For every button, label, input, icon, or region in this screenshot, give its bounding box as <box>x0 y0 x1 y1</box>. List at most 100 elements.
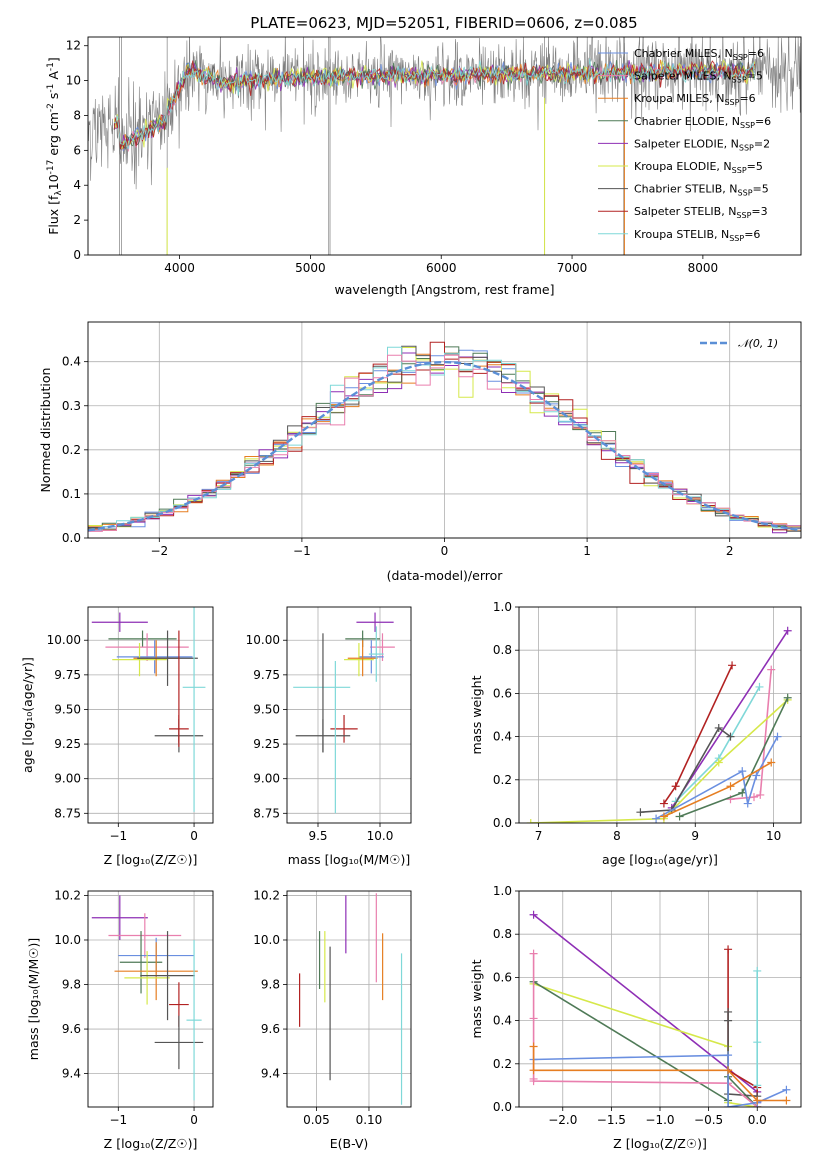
x-tick-label: −1 <box>293 544 311 558</box>
y-tick-label: 10 <box>66 74 81 88</box>
weight-marker <box>753 1081 762 1090</box>
x-tick-label: 9.5 <box>308 829 327 843</box>
weight-line-4 <box>727 1012 758 1097</box>
x-axis-label: age [log₁₀(age/yr)] <box>602 852 718 867</box>
axes-frame <box>518 606 802 824</box>
x-tick-label: −1.0 <box>645 1113 674 1127</box>
weight-marker <box>738 788 747 797</box>
plot-area <box>88 37 801 255</box>
y-tick-label: 0.0 <box>493 816 512 830</box>
legend-entry-4: Salpeter ELODIE, NSSP=2 <box>634 137 770 152</box>
x-tick-label: −1 <box>109 1113 127 1127</box>
weight-line-4 <box>530 699 789 823</box>
weight-marker <box>675 812 684 821</box>
weight-line-6 <box>640 726 731 813</box>
legend-sub: SSP <box>739 143 754 152</box>
age-vs-metallicity-panel: −1 0 8.75 9.00 9.25 9.50 9.75 10.00 Z [log₁₀(Z/Z… <box>20 606 214 867</box>
gaussian-legend-label: 𝒩(0, 1) <box>738 337 778 350</box>
y-tick-label: 9.25 <box>54 737 81 751</box>
weight-marker <box>782 1085 791 1094</box>
y-tick-label: 9.75 <box>253 668 280 682</box>
x-tick-label: 0.10 <box>356 1113 383 1127</box>
legend-sub: SSP <box>732 76 747 85</box>
plot-area <box>88 341 801 534</box>
legend-entry-5: Kroupa ELODIE, NSSP=5 <box>634 160 763 175</box>
legend-text: Salpeter MILES, N <box>634 70 732 83</box>
weight-marker <box>753 966 762 975</box>
y-label-part: ] <box>46 57 61 62</box>
weight-marker <box>652 814 661 823</box>
weight-marker <box>773 732 782 741</box>
y-tick-label: 10.00 <box>47 633 81 647</box>
weight-marker <box>783 693 792 702</box>
mass-vs-extinction-panel: 0.05 0.10 9.4 9.6 9.8 10.0 10.2 E(B-V) <box>253 888 412 1151</box>
x-tick-label: 0 <box>190 1113 198 1127</box>
weight-marker <box>659 812 668 821</box>
legend-sub: SSP <box>740 121 755 130</box>
y-tick-label: 0.0 <box>62 531 81 545</box>
y-label-part: -2 <box>46 103 56 112</box>
weight-marker <box>714 758 723 767</box>
weight-marker <box>767 758 776 767</box>
y-tick-label: 10.00 <box>246 633 280 647</box>
weight-marker <box>767 665 776 674</box>
y-tick-label: 10.0 <box>54 933 81 947</box>
plot-area <box>91 895 204 1101</box>
legend-n: =6 <box>755 115 771 128</box>
gaussian-curve <box>88 360 799 532</box>
legend-text: Salpeter STELIB, N <box>634 205 736 218</box>
x-tick-label: 8000 <box>688 261 719 275</box>
legend-text: Chabrier STELIB, N <box>634 183 738 196</box>
y-axis-label: mass [log₁₀(M/M☉)] <box>26 938 41 1060</box>
weight-line-8 <box>663 761 772 818</box>
y-axis-label: age [log₁₀(age/yr)] <box>20 657 35 773</box>
x-tick-label: 10.0 <box>367 829 394 843</box>
spectrum-title: PLATE=0623, MJD=52051, FIBERID=0606, z=0… <box>250 14 637 32</box>
legend-text: Kroupa ELODIE, N <box>634 160 732 173</box>
x-axis-label: mass [log₁₀(M/M☉)] <box>288 852 410 867</box>
y-tick-label: 12 <box>66 39 81 53</box>
y-label-part: 10 <box>46 174 61 190</box>
y-tick-label: 9.8 <box>261 978 280 992</box>
weight-marker <box>728 661 737 670</box>
y-tick-label: 8.75 <box>54 806 81 820</box>
y-tick-label: 0 <box>73 248 81 262</box>
y-tick-label: 0.4 <box>493 730 512 744</box>
legend-text: Chabrier MILES, N <box>634 47 733 60</box>
x-tick-label: 0.05 <box>303 1113 330 1127</box>
mass-vs-metallicity-panel: −1 0 9.4 9.6 9.8 10.0 10.2 Z [log₁₀(Z/Z☉)] mass … <box>26 888 214 1151</box>
y-tick-label: 10.2 <box>54 888 81 902</box>
y-label-part: -17 <box>46 160 56 175</box>
y-label-part: λ <box>54 190 64 196</box>
x-tick-label: 6000 <box>426 261 457 275</box>
y-tick-label: 1.0 <box>493 884 512 898</box>
y-tick-label: 0.6 <box>493 970 512 984</box>
weight-marker <box>755 682 764 691</box>
y-axis-label: mass weight <box>469 675 484 754</box>
y-tick-label: 9.4 <box>62 1067 81 1081</box>
plot-area <box>293 612 395 814</box>
legend-entry-3: Chabrier ELODIE, NSSP=6 <box>634 115 771 130</box>
x-tick-label: −0.5 <box>694 1113 723 1127</box>
weight-marker <box>636 808 645 817</box>
weight-marker <box>756 790 765 799</box>
y-label-part: -1 <box>46 62 56 71</box>
legend-n: =5 <box>747 160 763 173</box>
weight-marker <box>724 1051 733 1060</box>
age-vs-mass-panel: 9.5 10.0 8.75 9.00 9.25 9.50 9.75 10.00 mass [lo… <box>246 606 412 867</box>
y-tick-label: 10.0 <box>253 933 280 947</box>
legend-n: =5 <box>753 183 769 196</box>
weight-line-6 <box>533 1054 787 1107</box>
weight-marker <box>724 1007 733 1016</box>
y-tick-label: 0.2 <box>493 1057 512 1071</box>
x-axis-label: (data-model)/error <box>387 568 504 583</box>
legend-n: =5 <box>747 70 763 83</box>
model-line-4 <box>113 60 756 152</box>
x-tick-label: 8 <box>613 829 621 843</box>
weight-marker <box>529 1014 538 1023</box>
y-axis-label: Flux [fλ10-17 erg cm-2 s-1 A-1] <box>46 57 64 235</box>
legend-sub: SSP <box>729 234 744 243</box>
weight-marker <box>782 1096 791 1105</box>
y-axis-label: mass weight <box>469 959 484 1038</box>
y-tick-label: 9.50 <box>54 702 81 716</box>
